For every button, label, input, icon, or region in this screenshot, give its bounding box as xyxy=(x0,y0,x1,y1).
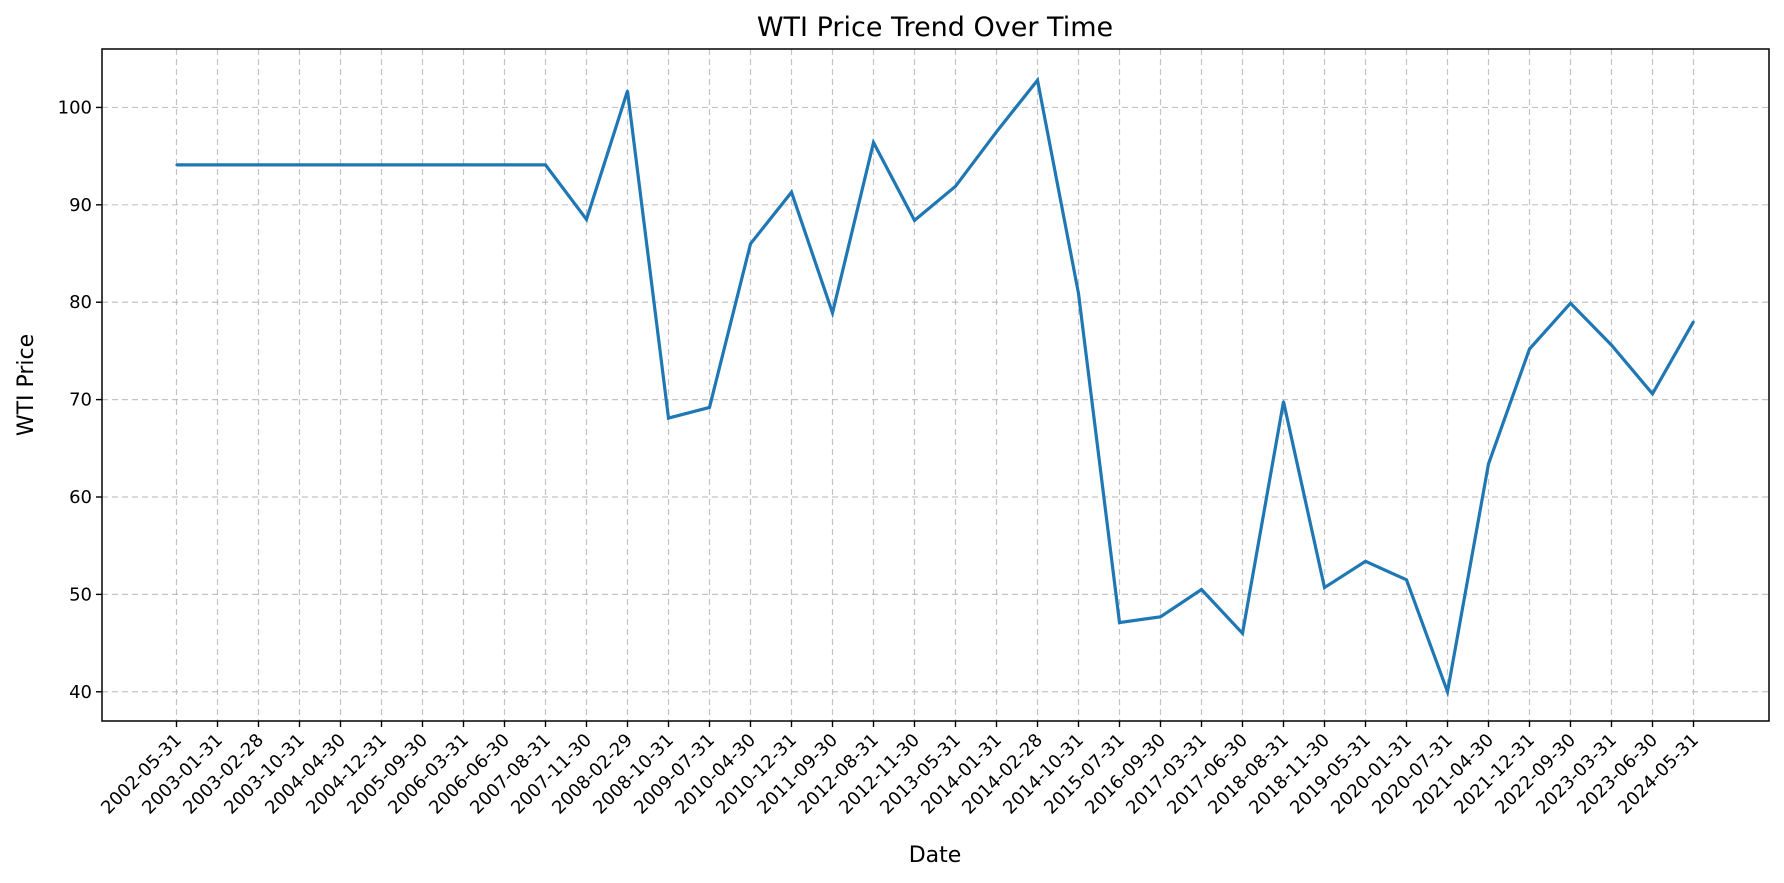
data-point xyxy=(708,406,711,409)
data-point xyxy=(1487,462,1490,466)
data-point xyxy=(831,311,834,315)
data-point xyxy=(872,141,875,144)
grid-layer xyxy=(102,49,1769,721)
data-point xyxy=(462,163,465,167)
data-point xyxy=(954,185,957,188)
data-point xyxy=(1200,588,1203,591)
data-point xyxy=(380,163,383,167)
series-layer xyxy=(175,76,1695,698)
data-point xyxy=(1364,560,1367,563)
y-tick-label: 70 xyxy=(69,390,92,411)
data-point xyxy=(503,163,506,167)
chart-title: WTI Price Trend Over Time xyxy=(757,12,1113,43)
y-axis-label: WTI Price xyxy=(14,334,39,436)
data-point xyxy=(175,163,178,167)
data-point xyxy=(1036,78,1039,82)
data-point xyxy=(1651,392,1654,395)
data-point xyxy=(790,190,793,194)
plot-frame xyxy=(101,48,1770,722)
data-point xyxy=(1405,578,1408,581)
data-point xyxy=(298,163,301,167)
data-point xyxy=(749,242,752,245)
data-point xyxy=(667,416,670,420)
data-point xyxy=(995,130,998,133)
y-tick-label: 100 xyxy=(58,97,92,118)
y-tick-label: 80 xyxy=(69,292,92,313)
data-point xyxy=(339,163,342,167)
data-point xyxy=(421,163,424,167)
data-point xyxy=(1569,301,1572,305)
series-line xyxy=(176,76,1695,698)
data-point xyxy=(585,218,588,221)
data-point xyxy=(1282,400,1285,403)
data-point xyxy=(1610,343,1613,347)
data-point xyxy=(913,219,916,222)
data-point xyxy=(544,163,547,167)
data-point xyxy=(1528,347,1531,351)
data-point xyxy=(1077,292,1080,295)
data-point xyxy=(257,163,260,167)
data-point xyxy=(1323,586,1326,589)
x-axis-label: Date xyxy=(909,843,962,868)
data-point xyxy=(626,89,629,93)
data-point xyxy=(1446,690,1449,693)
data-point xyxy=(1692,320,1695,323)
data-point xyxy=(1241,632,1244,635)
y-tick-label: 60 xyxy=(69,487,92,508)
y-tick-label: 50 xyxy=(69,584,92,605)
data-point xyxy=(1159,615,1162,618)
y-tick-label: 90 xyxy=(69,195,92,216)
y-tick-label: 40 xyxy=(69,682,92,703)
data-point xyxy=(216,163,219,167)
data-point xyxy=(1118,621,1121,624)
